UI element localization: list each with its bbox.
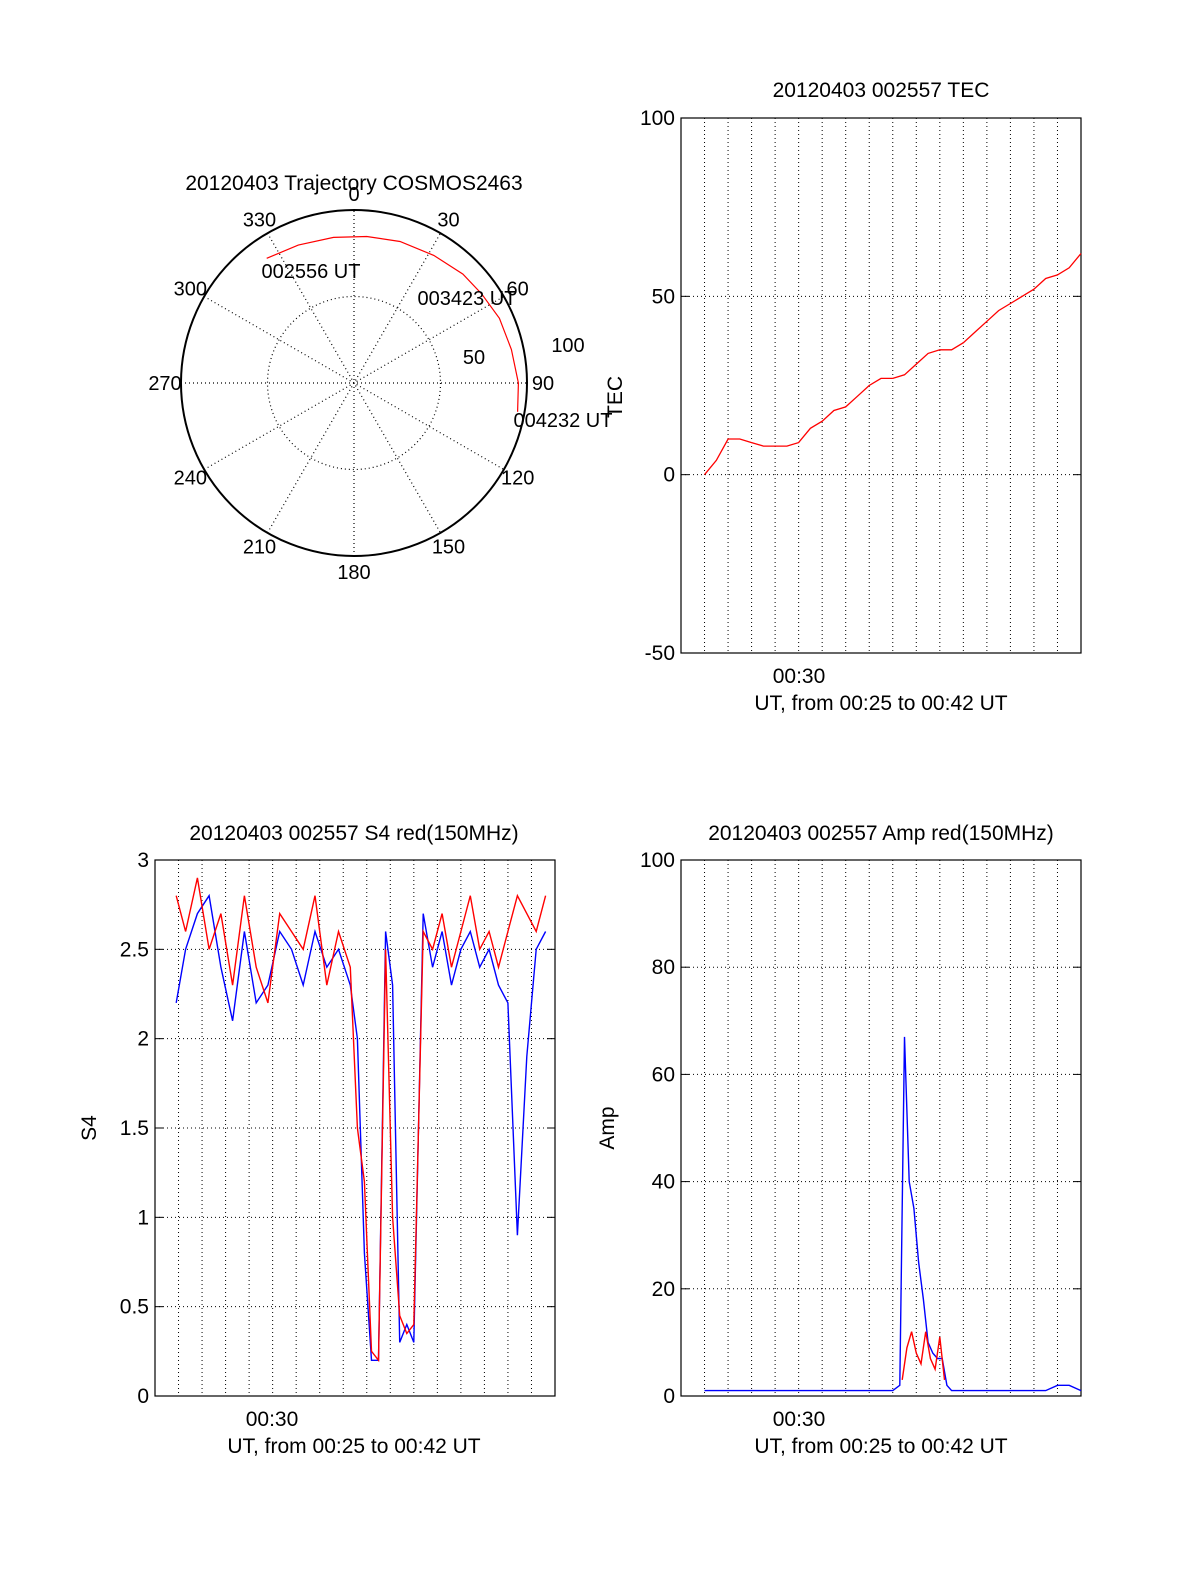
tec-panel: 20120403 002557 TEC TEC 00:30 UT, from 0… (604, 79, 1082, 715)
tec-xlabel: UT, from 00:25 to 00:42 UT (754, 692, 1007, 715)
polar-grid (180, 209, 528, 557)
plot-frame (680, 117, 1082, 654)
s4-title: 20120403 002557 S4 red(150MHz) (189, 822, 518, 845)
polar-angle-label: 180 (337, 562, 370, 584)
series-line-1 (901, 1331, 946, 1381)
polar-angle-label: 120 (501, 468, 534, 490)
polar-radial-label: 100 (551, 335, 584, 357)
ytick-label: 0.5 (120, 1296, 149, 1319)
tec-ytick-labels: -50 0 50 100 (640, 107, 675, 665)
ytick-label: 80 (652, 956, 675, 979)
ytick-label: 2.5 (120, 938, 149, 961)
plot-frame (154, 859, 556, 1397)
s4-xlabel: UT, from 00:25 to 00:42 UT (227, 1435, 480, 1458)
polar-time-annotations: 002556 UT 003423 UT 004232 UT (262, 261, 613, 432)
polar-time-label: 002556 UT (262, 261, 361, 283)
polar-time-label: 003423 UT (418, 288, 517, 310)
polar-angle-label: 270 (148, 373, 181, 395)
amp-grid (680, 859, 1082, 1397)
ytick-label: 0 (137, 1385, 149, 1408)
ytick-label: 1 (137, 1206, 149, 1229)
ytick-label: 40 (652, 1171, 675, 1194)
ytick-label: 100 (640, 107, 675, 130)
polar-angle-label: 30 (437, 209, 459, 231)
tec-series (703, 253, 1082, 476)
tec-title: 20120403 002557 TEC (773, 79, 990, 102)
polar-time-label: 004232 UT (514, 410, 613, 432)
series-line-0 (704, 1036, 1082, 1392)
ytick-label: 20 (652, 1278, 675, 1301)
polar-angle-labels: 0 30 60 90 120 150 180 210 240 270 300 330 (148, 184, 554, 584)
ytick-label: 1.5 (120, 1117, 149, 1140)
ytick-label: 60 (652, 1063, 675, 1086)
polar-angle-label: 150 (432, 537, 465, 559)
s4-ytick-labels: 0 0.5 1 1.5 2 2.5 3 (120, 849, 149, 1408)
polar-angle-label: 60 (507, 279, 529, 301)
s4-ylabel: S4 (78, 1115, 101, 1141)
amp-series (704, 1036, 1082, 1392)
ytick-label: -50 (645, 642, 675, 665)
amp-xlabel: UT, from 00:25 to 00:42 UT (754, 1435, 1007, 1458)
s4-grid (154, 859, 556, 1397)
polar-angle-label: 210 (243, 537, 276, 559)
ytick-label: 2 (137, 1028, 149, 1051)
s4-xtick-label: 00:30 (246, 1408, 299, 1431)
series-line-1 (175, 877, 547, 1363)
tec-ylabel: TEC (604, 376, 627, 418)
tec-xtick-label: 00:30 (773, 665, 826, 688)
polar-radial-labels: 50 100 (463, 335, 585, 369)
polar-angle-label: 90 (532, 373, 554, 395)
polar-angle-label: 300 (174, 279, 207, 301)
polar-title: 20120403 Trajectory COSMOS2463 (185, 172, 522, 195)
series-line-0 (703, 253, 1082, 476)
ytick-label: 50 (652, 285, 675, 308)
satellite-track-line (266, 235, 520, 412)
ytick-label: 3 (137, 849, 149, 872)
amp-panel: 20120403 002557 Amp red(150MHz) Amp 00:3… (596, 822, 1082, 1458)
polar-radial-label: 50 (463, 347, 485, 369)
plot-frame (680, 859, 1082, 1397)
s4-panel: 20120403 002557 S4 red(150MHz) S4 00:30 … (78, 822, 556, 1458)
amp-title: 20120403 002557 Amp red(150MHz) (708, 822, 1054, 845)
amp-ytick-labels: 0 20 40 60 80 100 (640, 849, 675, 1408)
amp-xtick-label: 00:30 (773, 1408, 826, 1431)
amp-ylabel: Amp (596, 1106, 619, 1149)
polar-angle-label: 330 (243, 209, 276, 231)
ytick-label: 100 (640, 849, 675, 872)
polar-angle-label: 240 (174, 468, 207, 490)
polar-inner-ring (266, 295, 442, 471)
polar-angle-label: 0 (348, 184, 359, 206)
trajectory-polar-panel: 20120403 Trajectory COSMOS2463 0 30 60 90 12… (148, 172, 612, 584)
polar-spoke (266, 232, 442, 534)
tec-grid (680, 117, 1082, 654)
s4-series (175, 877, 547, 1363)
ytick-label: 0 (663, 1385, 675, 1408)
ytick-label: 0 (663, 464, 675, 487)
